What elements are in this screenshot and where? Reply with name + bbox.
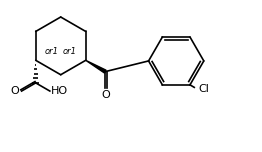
Text: or1: or1 — [45, 47, 58, 56]
Text: O: O — [101, 90, 110, 100]
Text: Cl: Cl — [199, 84, 210, 94]
Polygon shape — [86, 60, 106, 73]
Text: HO: HO — [51, 86, 68, 96]
Text: O: O — [11, 86, 20, 96]
Text: or1: or1 — [63, 47, 77, 56]
